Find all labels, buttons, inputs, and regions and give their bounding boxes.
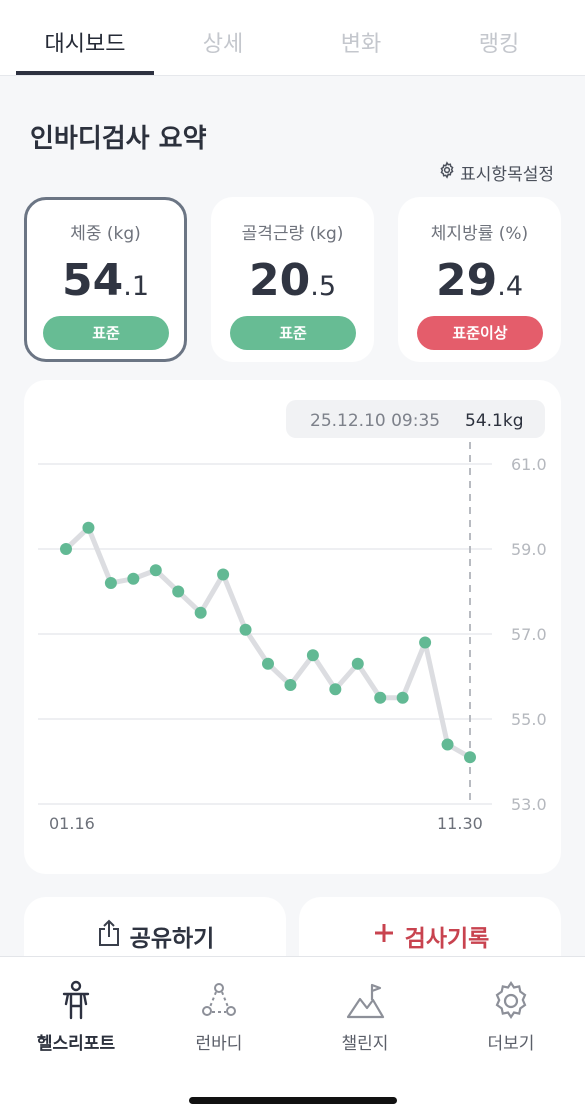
challenge-icon — [292, 979, 438, 1023]
display-settings-label: 표시항목설정 — [460, 165, 554, 185]
chart-data-point[interactable] — [284, 679, 297, 691]
metric-value: 54.1 — [27, 255, 184, 306]
chart-data-point[interactable] — [239, 623, 252, 636]
more-gear-icon — [438, 979, 584, 1023]
chart-data-point[interactable] — [306, 649, 319, 662]
runbody-icon — [146, 979, 292, 1023]
nav-label: 런바디 — [195, 1034, 243, 1054]
chart-data-point[interactable] — [351, 657, 364, 670]
chart-data-point[interactable] — [82, 521, 95, 534]
chart-canvas: 25.12.10 09:35 54.1kg 61.0 59.0 57.0 55.0 53… — [38, 400, 547, 833]
y-tick-label: 59.0 — [511, 540, 547, 559]
share-icon — [96, 919, 122, 953]
chart-data-point[interactable] — [262, 657, 274, 670]
chart-data-point[interactable] — [329, 683, 342, 696]
metric-value-int: 54 — [62, 255, 124, 306]
chart-data-point[interactable] — [419, 636, 432, 649]
tab-ranking[interactable]: 랭킹 — [478, 32, 520, 57]
metric-value-dec: .4 — [497, 271, 523, 302]
metric-value-dec: .5 — [310, 271, 336, 302]
chart-tooltip-value: 54.1kg — [465, 411, 524, 431]
top-tab-bar: 대시보드 상세 변화 랭킹 — [0, 0, 585, 76]
metric-value-int: 29 — [436, 255, 498, 306]
chart-data-point[interactable] — [149, 564, 162, 577]
chart-data-point[interactable] — [396, 691, 409, 704]
metric-label: 체중 (kg) — [70, 224, 141, 244]
nav-item-challenge[interactable]: 챌린지 — [292, 979, 438, 1054]
tab-change[interactable]: 변화 — [340, 32, 382, 57]
status-badge: 표준 — [43, 316, 169, 350]
nav-label: 헬스리포트 — [36, 1034, 116, 1054]
chart-tooltip — [286, 400, 545, 438]
chart-data-point[interactable] — [194, 606, 207, 619]
metric-label: 체지방률 (%) — [430, 224, 529, 244]
x-tick-label-start: 01.16 — [49, 814, 95, 833]
chart-series-line — [63, 525, 473, 760]
chart-data-point[interactable] — [374, 691, 387, 704]
health-report-icon — [3, 979, 149, 1023]
x-tick-label-end: 11.30 — [437, 814, 483, 833]
metric-card-muscle[interactable]: 골격근량 (kg) 20.5 표준 — [211, 197, 374, 362]
metric-value-int: 20 — [249, 255, 311, 306]
tab-detail[interactable]: 상세 — [202, 32, 244, 57]
metric-value: 20.5 — [211, 255, 374, 306]
tab-dashboard[interactable]: 대시보드 — [44, 32, 126, 57]
weight-trend-chart[interactable]: 25.12.10 09:35 54.1kg 61.0 59.0 57.0 55.0 53… — [24, 380, 561, 874]
nav-label: 더보기 — [487, 1034, 535, 1054]
chart-data-point[interactable] — [127, 572, 140, 585]
chart-tooltip-date: 25.12.10 09:35 — [310, 411, 440, 431]
status-badge: 표준 — [230, 316, 356, 350]
home-indicator — [189, 1097, 397, 1104]
y-tick-label: 55.0 — [511, 710, 547, 729]
metric-card-weight[interactable]: 체중 (kg) 54.1 표준 — [24, 197, 187, 362]
y-tick-label: 61.0 — [511, 455, 547, 474]
chart-data-point[interactable] — [464, 751, 476, 764]
y-tick-label: 53.0 — [511, 795, 547, 814]
metric-value: 29.4 — [398, 255, 561, 306]
nav-item-more[interactable]: 더보기 — [438, 979, 584, 1054]
nav-item-runbody[interactable]: 런바디 — [146, 979, 292, 1054]
chart-data-point[interactable] — [441, 738, 454, 751]
page-title: 인바디검사 요약 — [30, 124, 207, 154]
metric-value-dec: .1 — [123, 271, 149, 302]
nav-label: 챌린지 — [341, 1034, 389, 1054]
share-label: 공유하기 — [129, 926, 215, 952]
gear-icon — [438, 161, 456, 184]
add-record-label: 검사기록 — [404, 926, 490, 952]
metric-card-body-fat[interactable]: 체지방률 (%) 29.4 표준이상 — [398, 197, 561, 362]
metric-label: 골격근량 (kg) — [241, 224, 344, 244]
plus-icon — [371, 919, 397, 953]
bottom-nav-bar: 헬스리포트 런바디 챌린지 더보기 — [0, 956, 585, 1118]
y-tick-label: 57.0 — [511, 625, 547, 644]
chart-data-point[interactable] — [217, 568, 230, 581]
chart-data-point[interactable] — [60, 543, 72, 555]
nav-item-health-report[interactable]: 헬스리포트 — [3, 979, 149, 1054]
active-tab-indicator — [16, 71, 154, 75]
display-settings-button[interactable]: 표시항목설정 — [438, 160, 554, 185]
chart-data-point[interactable] — [172, 585, 185, 598]
status-badge: 표준이상 — [417, 316, 543, 350]
chart-data-point[interactable] — [104, 577, 117, 589]
